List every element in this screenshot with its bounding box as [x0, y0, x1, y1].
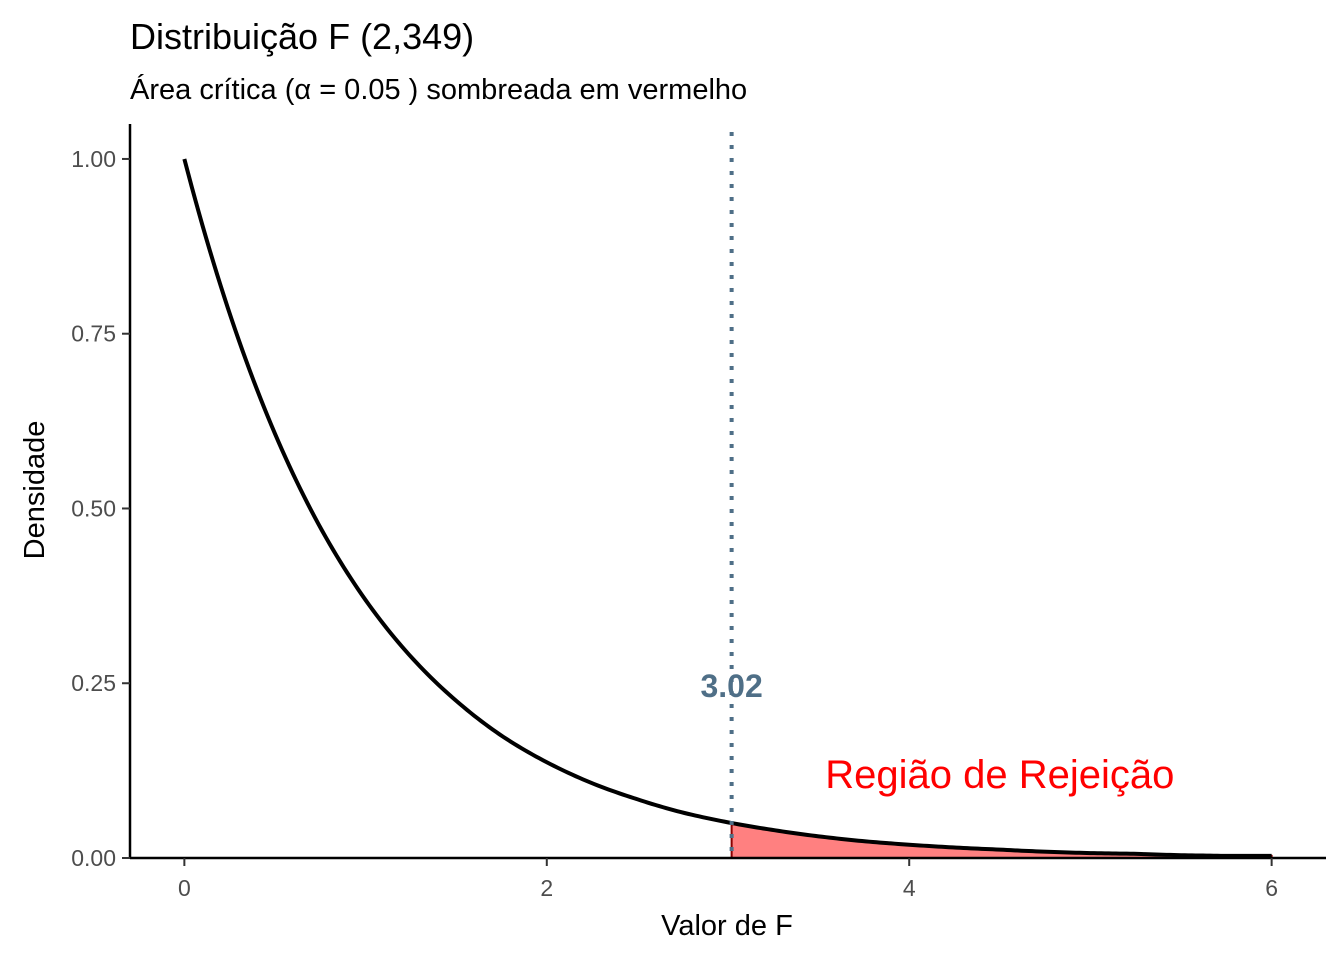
chart-title: Distribuição F (2,349): [130, 16, 474, 57]
rejection-region-label: Região de Rejeição: [825, 753, 1174, 797]
x-tick-label: 0: [178, 875, 191, 901]
y-axis-title: Densidade: [19, 421, 51, 560]
x-axis-title: Valor de F: [661, 910, 793, 942]
x-axis: 0 2 4 6: [130, 856, 1326, 901]
y-tick-label: 0.75: [71, 321, 116, 347]
x-tick-label: 6: [1265, 875, 1278, 901]
y-tick-label: 0.50: [71, 495, 116, 521]
x-tick-label: 2: [540, 875, 553, 901]
y-tick-label: 0.00: [71, 845, 116, 871]
density-curve: [182, 158, 1272, 858]
y-tick-label: 0.25: [71, 670, 116, 696]
chart-subtitle: Área crítica (α = 0.05 ) sombreada em ve…: [130, 73, 747, 106]
x-tick-label: 4: [903, 875, 916, 901]
rejection-region-area: [730, 821, 1273, 859]
y-tick-label: 1.00: [71, 146, 116, 172]
y-axis: 0.00 0.25 0.50 0.75 1.00: [71, 124, 132, 871]
critical-value-label: 3.02: [700, 668, 762, 704]
